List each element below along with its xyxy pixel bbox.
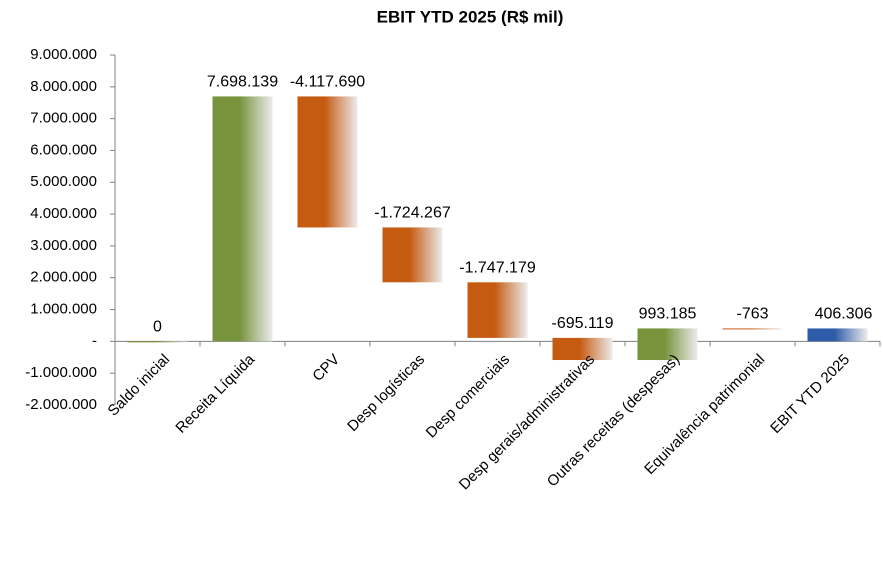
y-tick-label: 9.000.000 bbox=[30, 46, 97, 63]
bar bbox=[722, 328, 783, 330]
x-tick-label: EBIT YTD 2025 bbox=[767, 351, 853, 437]
y-tick-label: 5.000.000 bbox=[30, 173, 97, 190]
bar bbox=[807, 328, 868, 342]
chart-title: EBIT YTD 2025 (R$ mil) bbox=[377, 7, 564, 26]
y-tick-label: -1.000.000 bbox=[25, 364, 97, 381]
bar bbox=[467, 282, 528, 338]
y-tick-label: 7.000.000 bbox=[30, 110, 97, 127]
y-tick-label: -2.000.000 bbox=[25, 396, 97, 413]
y-tick-label: 4.000.000 bbox=[30, 205, 97, 222]
bar bbox=[637, 328, 698, 361]
value-label: -1.724.267 bbox=[374, 205, 451, 222]
bar bbox=[297, 96, 358, 228]
x-tick-label: Desp gerais/administrativas bbox=[456, 351, 598, 493]
x-tick-label: Desp comerciais bbox=[423, 351, 513, 441]
y-tick-label: 6.000.000 bbox=[30, 141, 97, 158]
x-tick-label: Desp logísticas bbox=[344, 351, 428, 435]
bar bbox=[382, 227, 443, 283]
bar bbox=[212, 96, 273, 342]
value-label: 993.185 bbox=[639, 306, 697, 323]
y-tick-label: 8.000.000 bbox=[30, 78, 97, 95]
y-tick-label: 3.000.000 bbox=[30, 237, 97, 254]
bar bbox=[127, 341, 188, 343]
x-tick-label: Receita Líquida bbox=[172, 351, 258, 437]
value-label: -4.117.690 bbox=[290, 74, 365, 91]
value-label: -763 bbox=[736, 306, 768, 323]
y-tick-label: - bbox=[92, 332, 97, 349]
value-label: 0 bbox=[153, 319, 162, 336]
bar bbox=[552, 337, 613, 361]
value-label: 406.306 bbox=[815, 306, 873, 323]
value-label: 7.698.139 bbox=[207, 74, 278, 91]
x-tick-label: CPV bbox=[309, 351, 343, 385]
y-tick-label: 2.000.000 bbox=[30, 269, 97, 286]
value-label: -1.747.179 bbox=[459, 260, 536, 277]
y-tick-label: 1.000.000 bbox=[30, 301, 97, 318]
value-label: -695.119 bbox=[552, 315, 614, 332]
